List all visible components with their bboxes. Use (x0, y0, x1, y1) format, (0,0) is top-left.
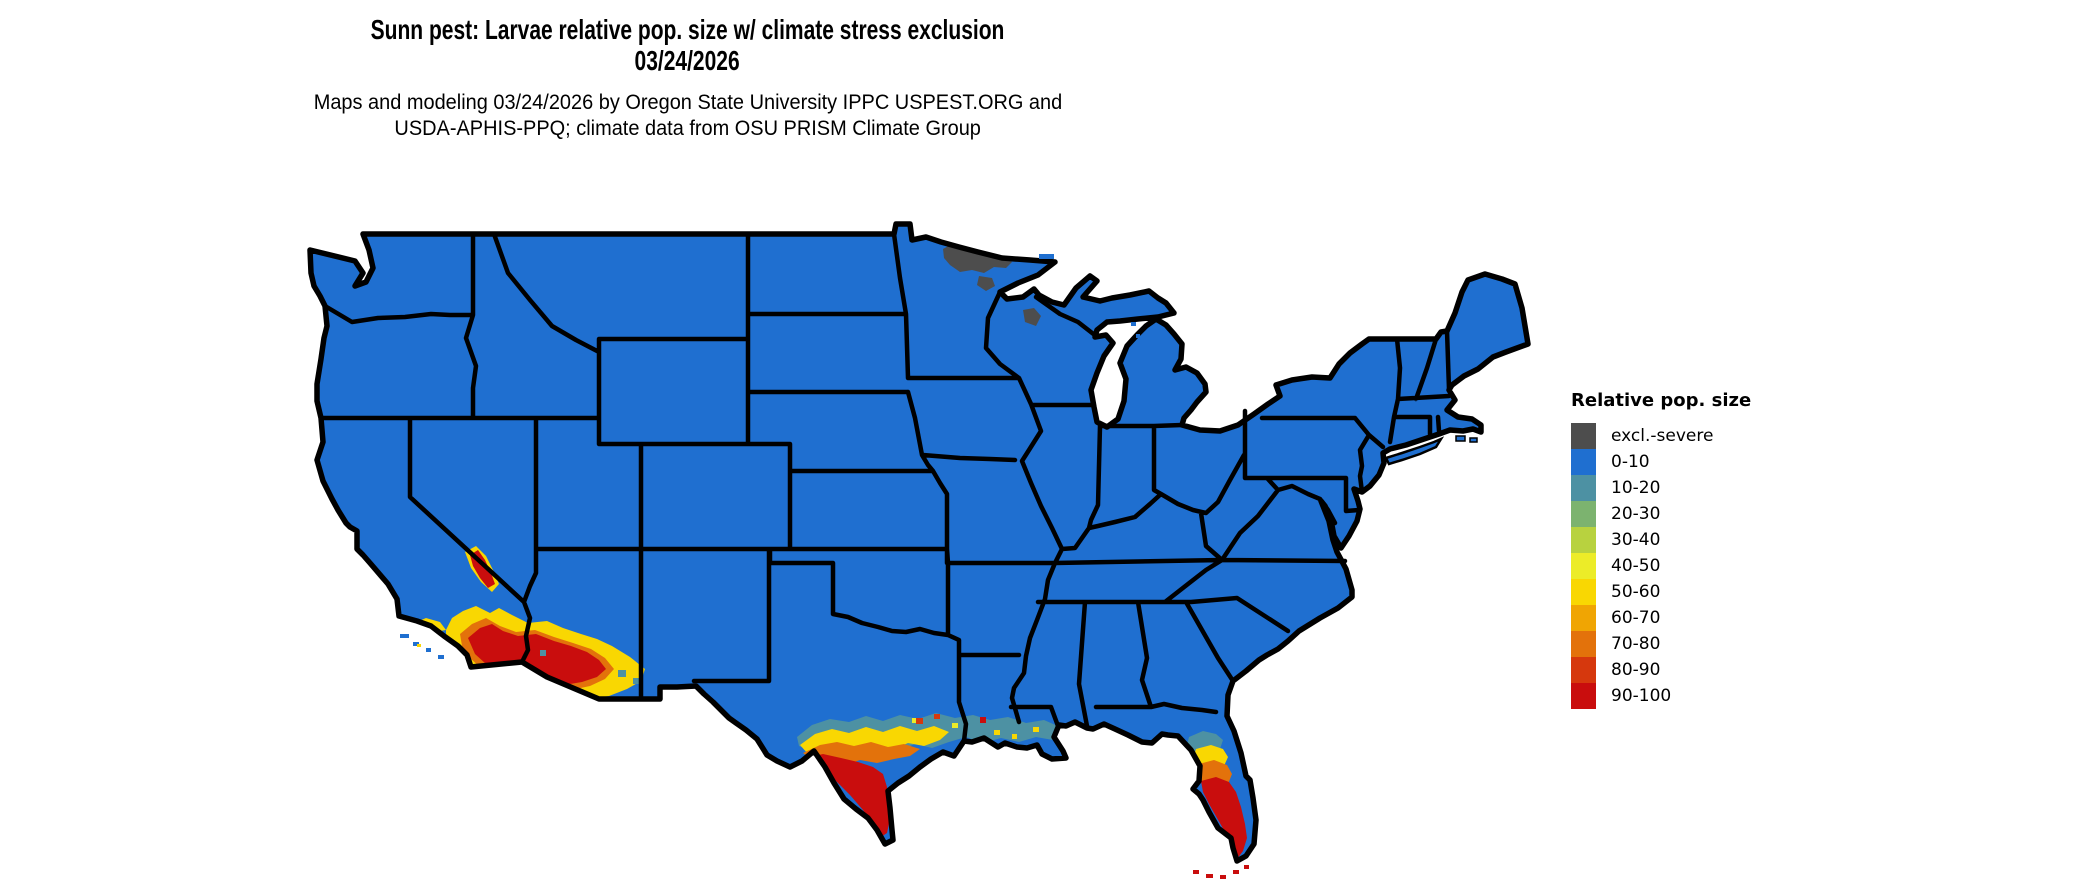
legend-item-label: 70-80 (1611, 634, 1661, 654)
legend-item: excl.-severe (1571, 423, 1751, 449)
legend-swatch (1571, 553, 1596, 579)
legend-swatch (1571, 631, 1596, 657)
yellow-speck-bigbend (734, 730, 740, 736)
florida-keys-speck (1206, 874, 1213, 878)
red-speck-houston (934, 714, 940, 719)
map-title: Sunn pest: Larvae relative pop. size w/ … (0, 14, 1375, 76)
yellow-speck (1033, 727, 1039, 732)
legend-item-label: 50-60 (1611, 582, 1661, 602)
island-lake-michigan (1136, 334, 1140, 338)
legend-item: 30-40 (1571, 527, 1751, 553)
teal-speck (540, 650, 546, 656)
legend-swatch (1571, 657, 1596, 683)
legend-swatch (1571, 449, 1596, 475)
legend-swatch (1571, 605, 1596, 631)
red-speck-houston (916, 718, 923, 724)
legend-item-label: 40-50 (1611, 556, 1661, 576)
island-channel (413, 642, 419, 646)
map-subtitle: Maps and modeling 03/24/2026 by Oregon S… (0, 90, 1375, 142)
legend-item-label: 30-40 (1611, 530, 1661, 550)
yellow-speck (1012, 734, 1017, 739)
yellow-speck (912, 718, 918, 723)
island-nantucket (1469, 437, 1478, 443)
island-lake-michigan (1131, 322, 1136, 326)
legend-item-label: 90-100 (1611, 686, 1672, 706)
legend-item-label: 10-20 (1611, 478, 1661, 498)
legend-title: Relative pop. size (1571, 390, 1752, 411)
island-channel (400, 634, 409, 638)
legend: Relative pop. size excl.-severe 0-10 10-… (1571, 390, 1751, 709)
island-marthas-vineyard (1455, 435, 1466, 442)
title-line-1: Sunn pest: Larvae relative pop. size w/ … (370, 14, 1005, 45)
legend-swatch (1571, 475, 1596, 501)
red-speck-bigbend (752, 745, 756, 749)
red-speck-louisiana (980, 717, 986, 723)
legend-item: 70-80 (1571, 631, 1751, 657)
long-island (1384, 436, 1445, 466)
florida-keys-speck (1193, 870, 1199, 874)
yellow-speck (994, 730, 1000, 735)
legend-swatch (1571, 527, 1596, 553)
subtitle-line-1: Maps and modeling 03/24/2026 by Oregon S… (313, 91, 1062, 114)
hotspot-florida-red (1201, 777, 1247, 859)
us-map (300, 218, 1540, 883)
legend-item-label: 80-90 (1611, 660, 1661, 680)
legend-swatch (1571, 579, 1596, 605)
yellow-speck-bigbend (748, 742, 756, 748)
hotspot-florida-yellow (1193, 745, 1228, 767)
legend-item: 10-20 (1571, 475, 1751, 501)
florida-keys-speck (1220, 875, 1226, 879)
legend-item-label: 20-30 (1611, 504, 1661, 524)
legend-swatch (1571, 423, 1596, 449)
island-channel (426, 648, 431, 652)
legend-item: 90-100 (1571, 683, 1751, 709)
florida-keys-speck (1233, 870, 1239, 874)
legend-item: 50-60 (1571, 579, 1751, 605)
state-borders (318, 231, 1452, 744)
legend-item-label: 0-10 (1611, 452, 1650, 472)
legend-swatch (1571, 683, 1596, 709)
legend-item: 60-70 (1571, 605, 1751, 631)
teal-speck (618, 670, 626, 677)
island-isle-royale (1039, 254, 1054, 259)
florida-keys-speck (1244, 865, 1249, 869)
conus-outline (307, 221, 1531, 864)
legend-item: 0-10 (1571, 449, 1751, 475)
yellow-speck (952, 723, 958, 728)
island-channel-yellow (417, 644, 421, 647)
legend-item: 80-90 (1571, 657, 1751, 683)
hotspot-florida-orange (1197, 760, 1232, 785)
legend-swatch (1571, 501, 1596, 527)
legend-item-label: 60-70 (1611, 608, 1661, 628)
teal-speck (633, 678, 640, 684)
legend-item-label: excl.-severe (1611, 426, 1714, 446)
title-line-2: 03/24/2026 (634, 45, 741, 76)
legend-item: 40-50 (1571, 553, 1751, 579)
island-channel (438, 655, 444, 659)
hotspot-wisconsin-gray (1023, 308, 1041, 326)
legend-item: 20-30 (1571, 501, 1751, 527)
subtitle-line-2: USDA-APHIS-PPQ; climate data from OSU PR… (394, 117, 981, 140)
